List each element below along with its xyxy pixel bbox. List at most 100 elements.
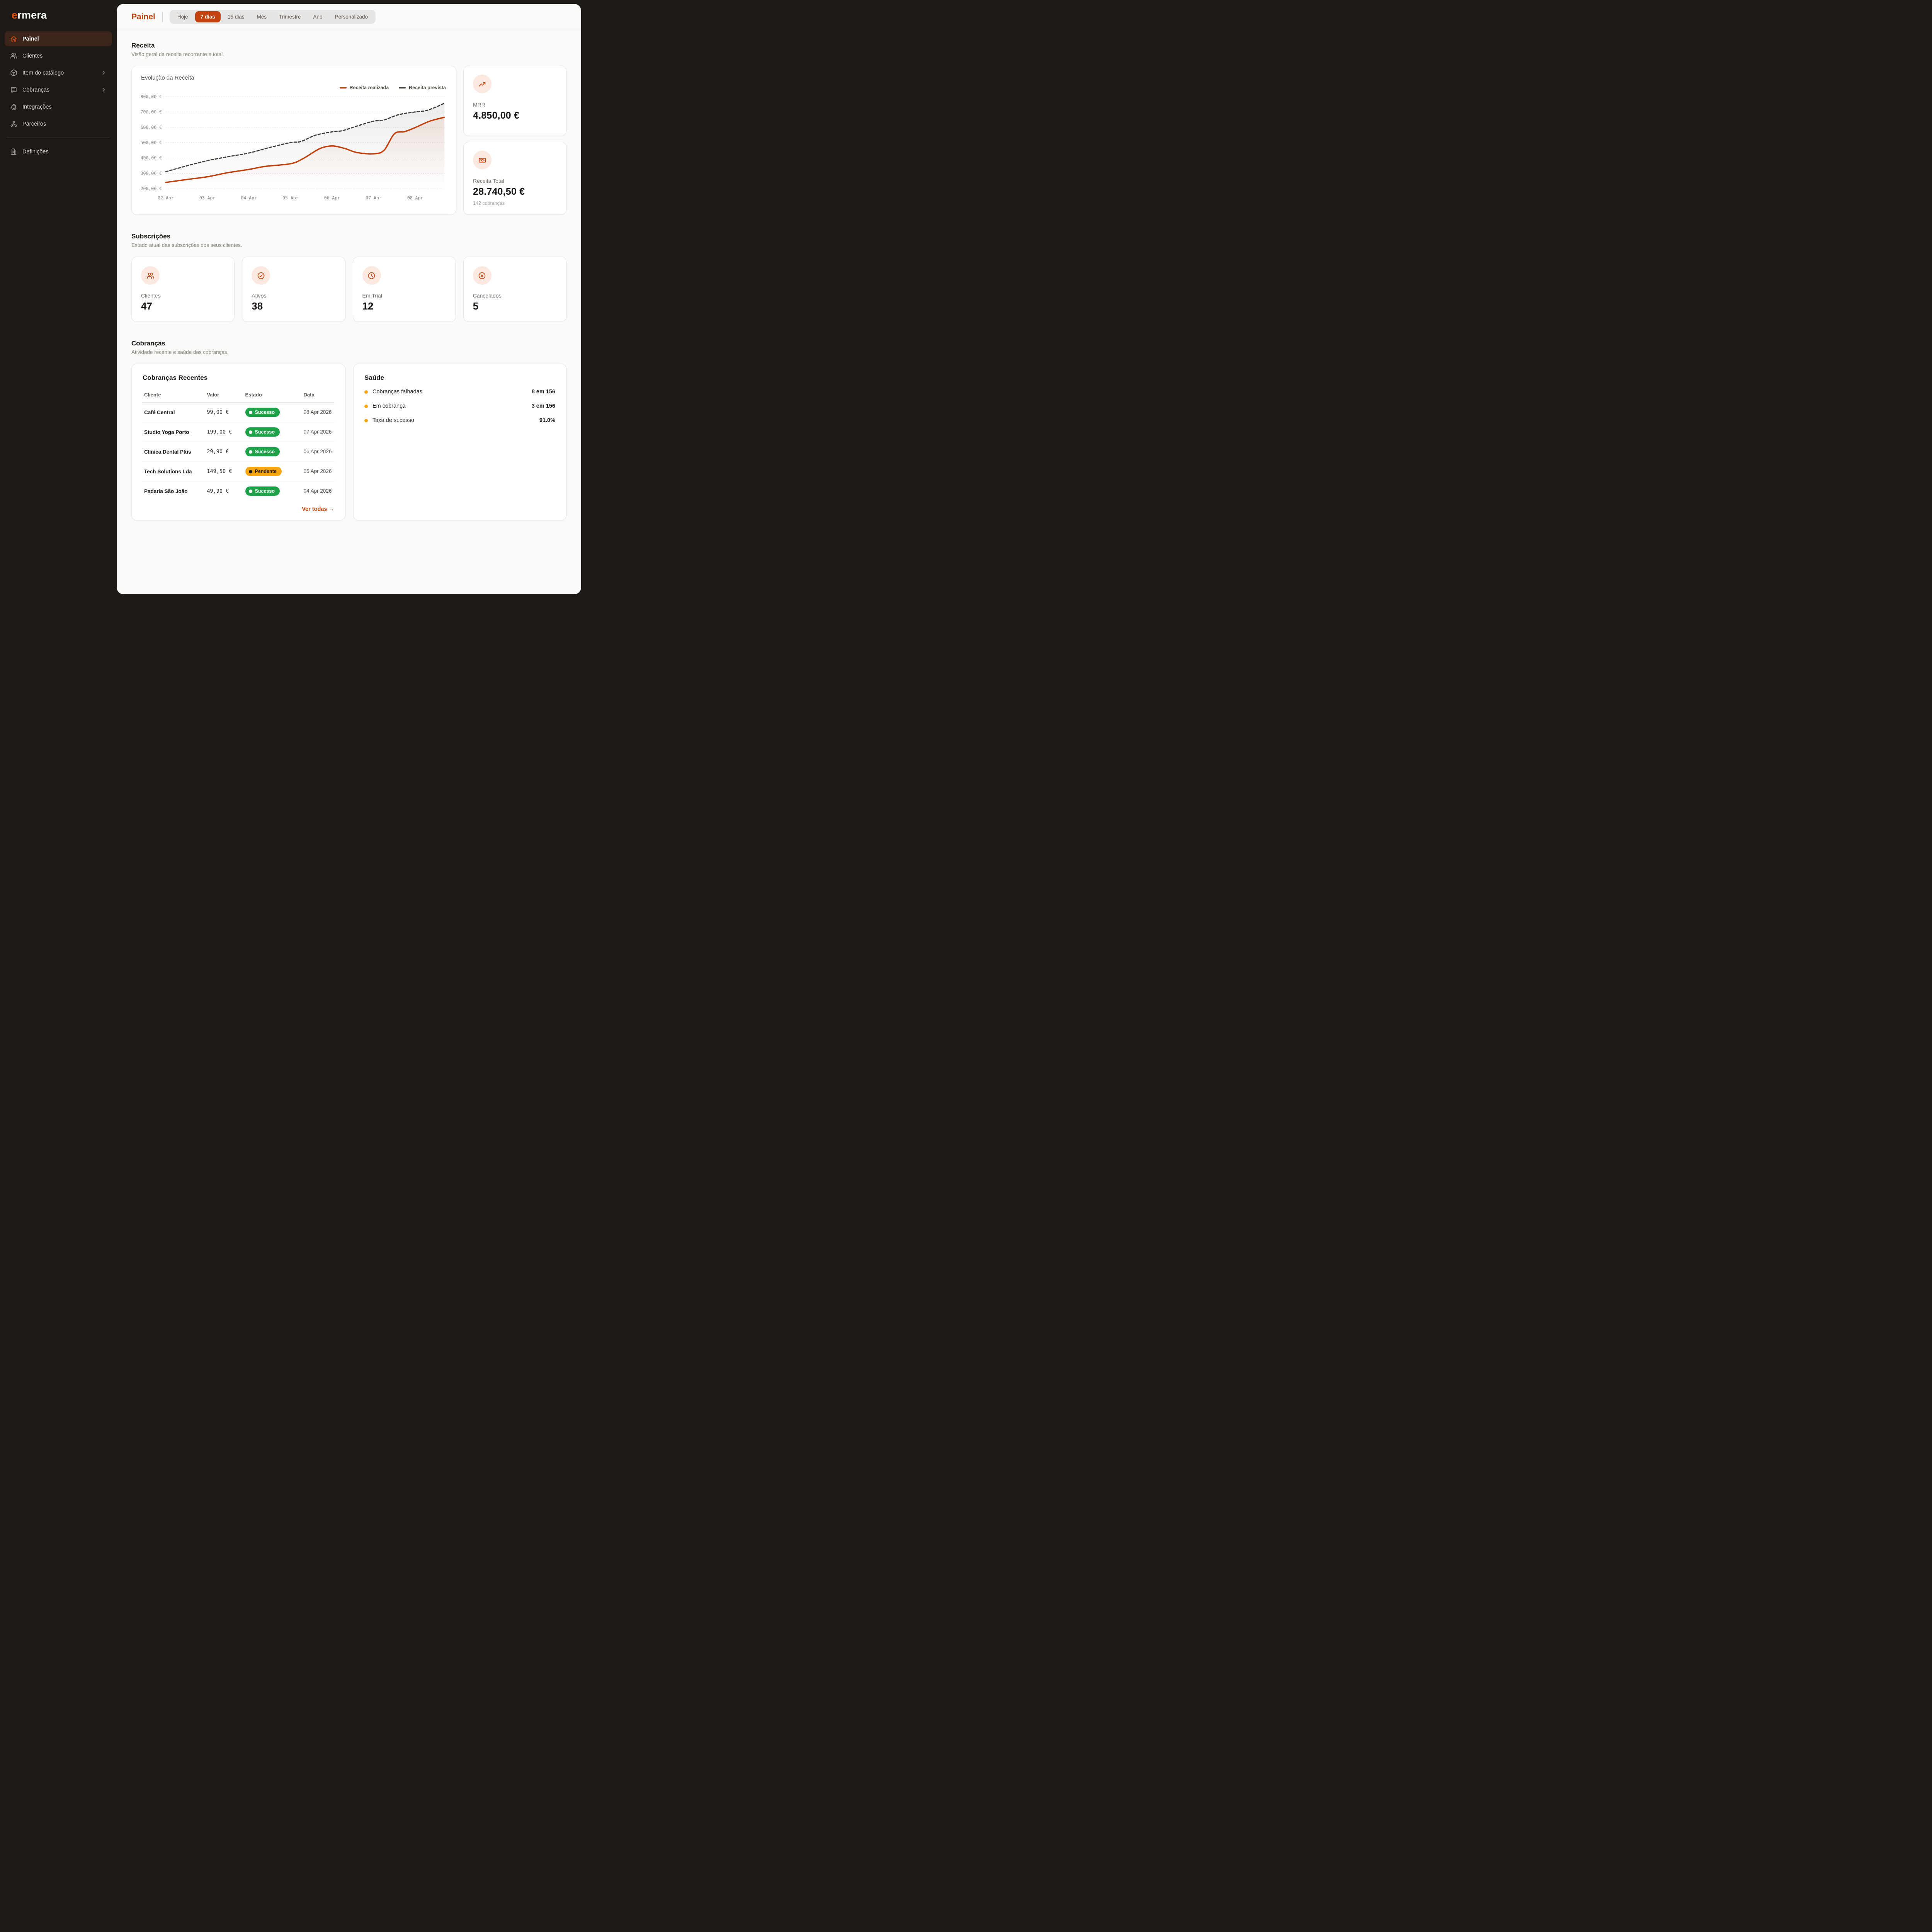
legend-label: Receita realizada xyxy=(349,85,389,90)
tab-trimestre[interactable]: Trimestre xyxy=(279,14,301,20)
mrr-value: 4.850,00 € xyxy=(473,110,520,121)
cancelados-card: Cancelados 5 xyxy=(463,257,566,322)
svg-text:05 Apr: 05 Apr xyxy=(282,195,299,201)
recent-charges-card: Cobranças Recentes Cliente Valor Estado … xyxy=(131,364,345,520)
billing-section-subtitle: Atividade recente e saúde das cobranças. xyxy=(131,349,229,355)
ativos-card: Ativos 38 xyxy=(242,257,345,322)
tab-15-dias[interactable]: 15 dias xyxy=(227,14,245,20)
health-row-em-cobranca: Em cobrança 3 em 156 xyxy=(364,403,555,409)
tab-hoje[interactable]: Hoje xyxy=(177,14,188,20)
health-card: Saúde Cobranças falhadas 8 em 156 Em cob… xyxy=(353,364,566,520)
charge-date: 07 Apr 2026 xyxy=(302,422,334,442)
status-dot-icon xyxy=(248,469,252,473)
tab-7-dias[interactable]: 7 dias xyxy=(195,11,221,22)
revenue-stat-column: MRR 4.850,00 € Receita Total 28.740,50 €… xyxy=(463,66,566,215)
sidebar-item-item-do-catalogo[interactable]: Item do catálogo xyxy=(5,65,112,80)
legend-label: Receita prevista xyxy=(409,85,446,90)
card-label: Em Trial xyxy=(362,293,382,299)
billing-section-title: Cobranças xyxy=(131,340,165,347)
app-logo[interactable]: ermera xyxy=(5,6,112,31)
card-value: 5 xyxy=(473,300,479,312)
chart-title: Evolução da Receita xyxy=(141,75,194,81)
sidebar-item-label: Cobranças xyxy=(22,87,50,93)
sidebar-item-parceiros[interactable]: Parceiros xyxy=(5,116,112,131)
client-name: Padaria São João xyxy=(144,488,188,494)
clientes-card: Clientes 47 xyxy=(131,257,235,322)
recent-charges-table: Cliente Valor Estado Data Café Central 9… xyxy=(143,388,334,501)
column-header-cliente: Cliente xyxy=(143,388,206,403)
recent-charges-title: Cobranças Recentes xyxy=(143,374,208,381)
subscriptions-section: Subscrições Estado atual das subscrições… xyxy=(131,233,566,322)
logo-accent-letter: e xyxy=(12,9,18,21)
total-revenue-label: Receita Total xyxy=(473,178,504,184)
column-header-valor: Valor xyxy=(205,388,244,403)
tab-ano[interactable]: Ano xyxy=(313,14,323,20)
sidebar-item-label: Item do catálogo xyxy=(22,70,64,76)
svg-text:07 Apr: 07 Apr xyxy=(366,195,382,201)
bullet-dot-icon xyxy=(364,390,368,394)
status-dot-icon xyxy=(248,410,252,414)
subscriptions-section-subtitle: Estado atual das subscrições dos seus cl… xyxy=(131,242,242,248)
tab-personalizado[interactable]: Personalizado xyxy=(335,14,368,20)
sidebar-item-clientes[interactable]: Clientes xyxy=(5,48,112,63)
view-all-link[interactable]: Ver todas → xyxy=(302,506,334,512)
chevron-right-icon xyxy=(101,87,107,93)
sidebar-item-label: Parceiros xyxy=(22,121,46,127)
card-label: Cancelados xyxy=(473,293,502,299)
health-title: Saúde xyxy=(364,374,384,381)
banknote-icon xyxy=(473,151,492,169)
charge-amount: 99,00 € xyxy=(205,402,244,422)
svg-text:800,00 €: 800,00 € xyxy=(141,94,162,99)
check-circle-icon xyxy=(252,266,270,285)
charge-amount: 49,90 € xyxy=(207,488,229,494)
card-value: 38 xyxy=(252,300,263,312)
bullet-dot-icon xyxy=(364,404,368,408)
svg-text:02 Apr: 02 Apr xyxy=(158,195,174,201)
revenue-line-chart: 200,00 € 300,00 € 400,00 € 500,00 € 600,00 €… xyxy=(141,94,445,201)
status-dot-icon xyxy=(248,450,252,454)
total-revenue-note: 142 cobranças xyxy=(473,201,505,206)
svg-text:04 Apr: 04 Apr xyxy=(241,195,257,201)
client-name: Café Central xyxy=(143,402,206,422)
users-icon xyxy=(141,266,160,285)
sidebar-item-cobrancas[interactable]: Cobranças xyxy=(5,82,112,97)
table-row: Studio Yoga Porto 199,00 € Sucesso 07 Ap… xyxy=(143,422,334,442)
receipt-icon xyxy=(10,86,17,94)
client-name: Studio Yoga Porto xyxy=(143,422,206,442)
column-header-estado: Estado xyxy=(243,388,302,403)
card-label: Ativos xyxy=(252,293,267,299)
svg-text:300,00 €: 300,00 € xyxy=(141,170,162,176)
revenue-chart-card: Evolução da Receita Receita realizada Re… xyxy=(131,66,456,215)
charge-amount: 199,00 € xyxy=(205,422,244,442)
sidebar-item-label: Definições xyxy=(22,148,49,155)
sidebar-nav: Painel Clientes Item do catálogo Cobranç… xyxy=(5,31,112,131)
client-name: Tech Solutions Lda xyxy=(143,461,206,481)
card-label: Clientes xyxy=(141,293,161,299)
main-panel: Painel Hoje 7 dias 15 dias Mês Trimestre… xyxy=(117,4,581,594)
total-revenue-card: Receita Total 28.740,50 € 142 cobranças xyxy=(463,142,566,215)
tab-mes[interactable]: Mês xyxy=(257,14,267,20)
mrr-card: MRR 4.850,00 € xyxy=(463,66,566,136)
svg-text:200,00 €: 200,00 € xyxy=(141,186,162,191)
date-range-tabs: Hoje 7 dias 15 dias Mês Trimestre Ano Pe… xyxy=(169,10,376,24)
sidebar-item-label: Integrações xyxy=(22,104,52,110)
sidebar-item-painel[interactable]: Painel xyxy=(5,31,112,46)
health-row-falhadas: Cobranças falhadas 8 em 156 xyxy=(364,389,555,395)
svg-text:400,00 €: 400,00 € xyxy=(141,155,162,161)
status-badge: Pendente xyxy=(245,467,282,476)
health-rows: Cobranças falhadas 8 em 156 Em cobrança … xyxy=(364,389,555,423)
home-icon xyxy=(10,35,17,43)
status-badge: Sucesso xyxy=(245,447,280,456)
charge-date: 06 Apr 2026 xyxy=(302,442,334,462)
subscriptions-section-title: Subscrições xyxy=(131,233,171,240)
clock-icon xyxy=(362,266,381,285)
total-revenue-value: 28.740,50 € xyxy=(473,186,525,197)
sidebar-item-definicoes[interactable]: Definições xyxy=(5,144,112,159)
revenue-section-title: Receita xyxy=(131,42,155,49)
chart-legend: Receita realizada Receita prevista xyxy=(142,85,446,90)
mrr-label: MRR xyxy=(473,102,485,108)
sidebar-item-integracoes[interactable]: Integrações xyxy=(5,99,112,114)
status-dot-icon xyxy=(248,430,252,434)
table-row: Padaria São João 49,90 € Sucesso 04 Apr … xyxy=(143,481,334,501)
svg-text:600,00 €: 600,00 € xyxy=(141,124,162,130)
